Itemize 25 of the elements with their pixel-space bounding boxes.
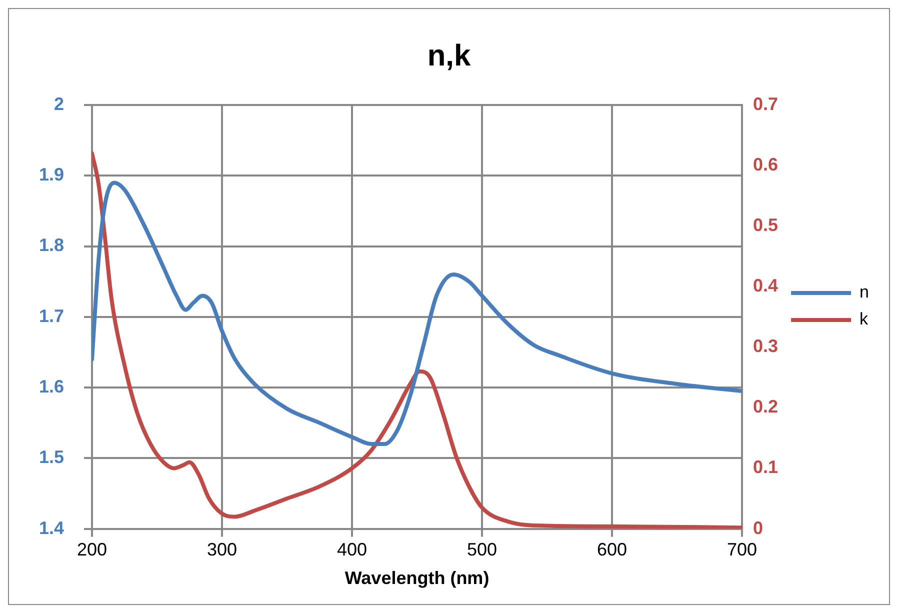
y-tick-label: 1.7 [38,306,64,326]
y2-tick-label: 0.7 [753,94,778,114]
y2-tick-label: 0.4 [753,276,778,296]
y2-tick-label: 0.3 [753,336,778,356]
legend-label: k [860,310,869,329]
chart-title: n,k [427,39,471,72]
x-axis-title: Wavelength (nm) [344,568,490,588]
y-tick-label: 1.6 [38,376,64,396]
y-tick-label: 1.8 [38,235,64,256]
x-tick-label: 200 [77,540,108,560]
x-tick-label: 400 [337,540,368,560]
y-tick-label: 1.4 [38,518,64,538]
y2-tick-label: 0.5 [753,215,778,236]
y2-tick-label: 0.6 [753,154,778,175]
legend-label: n [860,282,870,302]
y2-tick-label: 0 [753,518,764,538]
x-tick-label: 300 [207,540,238,560]
y-tick-label: 2 [54,94,64,114]
y-tick-label: 1.5 [38,447,64,468]
x-tick-label: 700 [727,540,758,560]
y2-tick-label: 0.2 [753,396,778,417]
x-tick-label: 500 [467,540,498,560]
y2-tick-label: 0.1 [753,457,778,478]
x-tick-label: 600 [597,540,628,560]
y-tick-label: 1.9 [38,164,64,185]
